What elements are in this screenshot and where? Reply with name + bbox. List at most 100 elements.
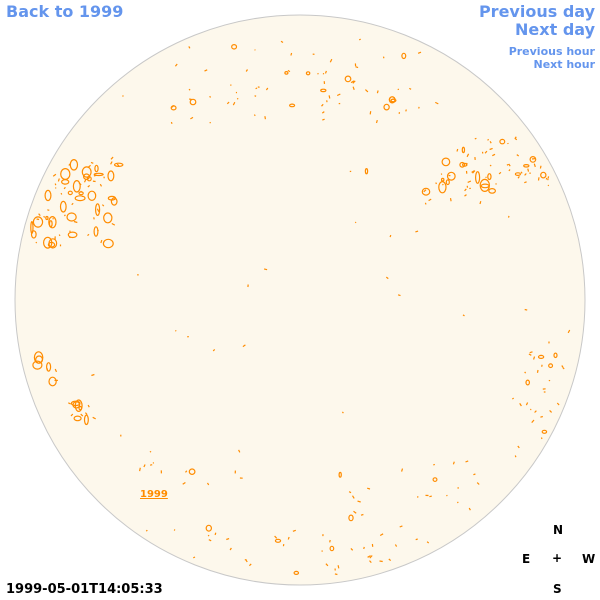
feature-mark xyxy=(426,541,430,544)
feature-mark xyxy=(533,163,536,168)
feature-mark xyxy=(226,101,230,105)
feature-mark xyxy=(350,80,355,84)
feature-mark xyxy=(207,534,210,537)
feature-mark xyxy=(328,95,331,99)
feature-mark xyxy=(38,213,41,217)
feature-mark xyxy=(99,183,103,187)
feature-mark xyxy=(48,215,57,229)
feature-mark xyxy=(87,184,91,188)
feature-mark xyxy=(354,221,357,224)
feature-mark xyxy=(440,177,445,182)
feature-mark xyxy=(253,114,256,117)
feature-mark xyxy=(290,52,293,56)
previous-hour-link[interactable]: Previous hour xyxy=(508,45,595,58)
back-to-year-link[interactable]: Back to 1999 xyxy=(6,2,124,21)
feature-mark xyxy=(94,164,99,173)
feature-mark xyxy=(96,208,100,212)
feature-mark xyxy=(292,529,296,532)
feature-mark xyxy=(255,87,258,90)
feature-mark xyxy=(206,482,210,486)
feature-mark xyxy=(528,353,532,356)
feature-mark xyxy=(357,500,361,503)
feature-mark xyxy=(212,348,216,352)
feature-mark xyxy=(548,363,554,369)
feature-mark xyxy=(355,66,359,69)
feature-mark xyxy=(399,525,403,528)
feature-mark xyxy=(63,186,66,190)
feature-mark xyxy=(66,212,77,222)
feature-mark xyxy=(329,545,335,552)
feature-mark xyxy=(86,175,92,182)
feature-mark xyxy=(508,169,511,172)
feature-mark xyxy=(321,111,325,114)
feature-mark xyxy=(549,409,553,413)
feature-mark xyxy=(205,524,212,532)
feature-mark xyxy=(101,204,105,207)
feature-mark xyxy=(514,455,517,458)
feature-mark xyxy=(254,95,257,97)
feature-mark xyxy=(329,58,333,63)
feature-mark xyxy=(78,191,84,196)
feature-mark xyxy=(514,136,517,139)
feature-mark xyxy=(376,90,379,94)
feature-mark xyxy=(174,329,177,332)
feature-mark xyxy=(287,69,291,73)
feature-mark xyxy=(479,201,482,205)
feature-mark xyxy=(523,164,530,168)
feature-mark xyxy=(69,159,79,171)
feature-mark xyxy=(401,468,404,472)
next-day-link[interactable]: Next day xyxy=(515,20,595,39)
feature-mark xyxy=(74,399,83,412)
feature-mark xyxy=(533,356,536,360)
feature-mark xyxy=(401,52,407,60)
feature-mark xyxy=(74,195,86,202)
feature-mark xyxy=(385,276,389,280)
feature-mark xyxy=(462,314,465,317)
feature-mark xyxy=(60,179,70,185)
feature-mark xyxy=(534,410,537,413)
feature-mark xyxy=(446,171,456,181)
feature-mark xyxy=(525,379,531,386)
feature-mark xyxy=(441,157,451,167)
feature-mark xyxy=(429,495,432,498)
feature-mark xyxy=(54,368,58,373)
feature-mark xyxy=(67,190,73,196)
feature-mark xyxy=(462,162,468,167)
feature-mark xyxy=(367,487,371,490)
feature-mark xyxy=(73,415,82,422)
feature-mark xyxy=(423,189,427,193)
year-label-link[interactable]: 1999 xyxy=(140,489,168,500)
feature-mark xyxy=(325,563,329,567)
feature-mark xyxy=(527,168,530,172)
feature-mark xyxy=(57,178,60,182)
feature-mark xyxy=(489,140,492,144)
feature-mark xyxy=(484,150,488,154)
feature-mark xyxy=(231,43,238,50)
feature-mark xyxy=(289,103,296,108)
feature-mark xyxy=(93,174,97,177)
feature-mark xyxy=(52,173,57,177)
feature-mark xyxy=(45,215,49,221)
feature-mark xyxy=(360,513,364,516)
feature-mark xyxy=(474,137,477,140)
feature-mark xyxy=(263,268,268,271)
feature-mark xyxy=(363,546,365,550)
feature-mark xyxy=(480,183,490,189)
feature-mark xyxy=(63,214,66,217)
feature-mark xyxy=(358,38,361,41)
feature-mark xyxy=(242,344,246,348)
feature-mark xyxy=(506,163,509,166)
feature-mark xyxy=(536,369,539,373)
feature-mark xyxy=(100,239,103,244)
feature-mark xyxy=(508,163,511,167)
feature-mark xyxy=(107,170,115,182)
feature-mark xyxy=(511,397,515,400)
feature-mark xyxy=(338,471,342,478)
feature-mark xyxy=(379,533,384,537)
feature-mark xyxy=(92,416,96,420)
feature-mark xyxy=(139,467,141,472)
feature-mark xyxy=(524,308,528,311)
previous-day-link[interactable]: Previous day xyxy=(478,2,595,21)
feature-mark xyxy=(487,138,490,141)
next-hour-link[interactable]: Next hour xyxy=(533,58,596,71)
